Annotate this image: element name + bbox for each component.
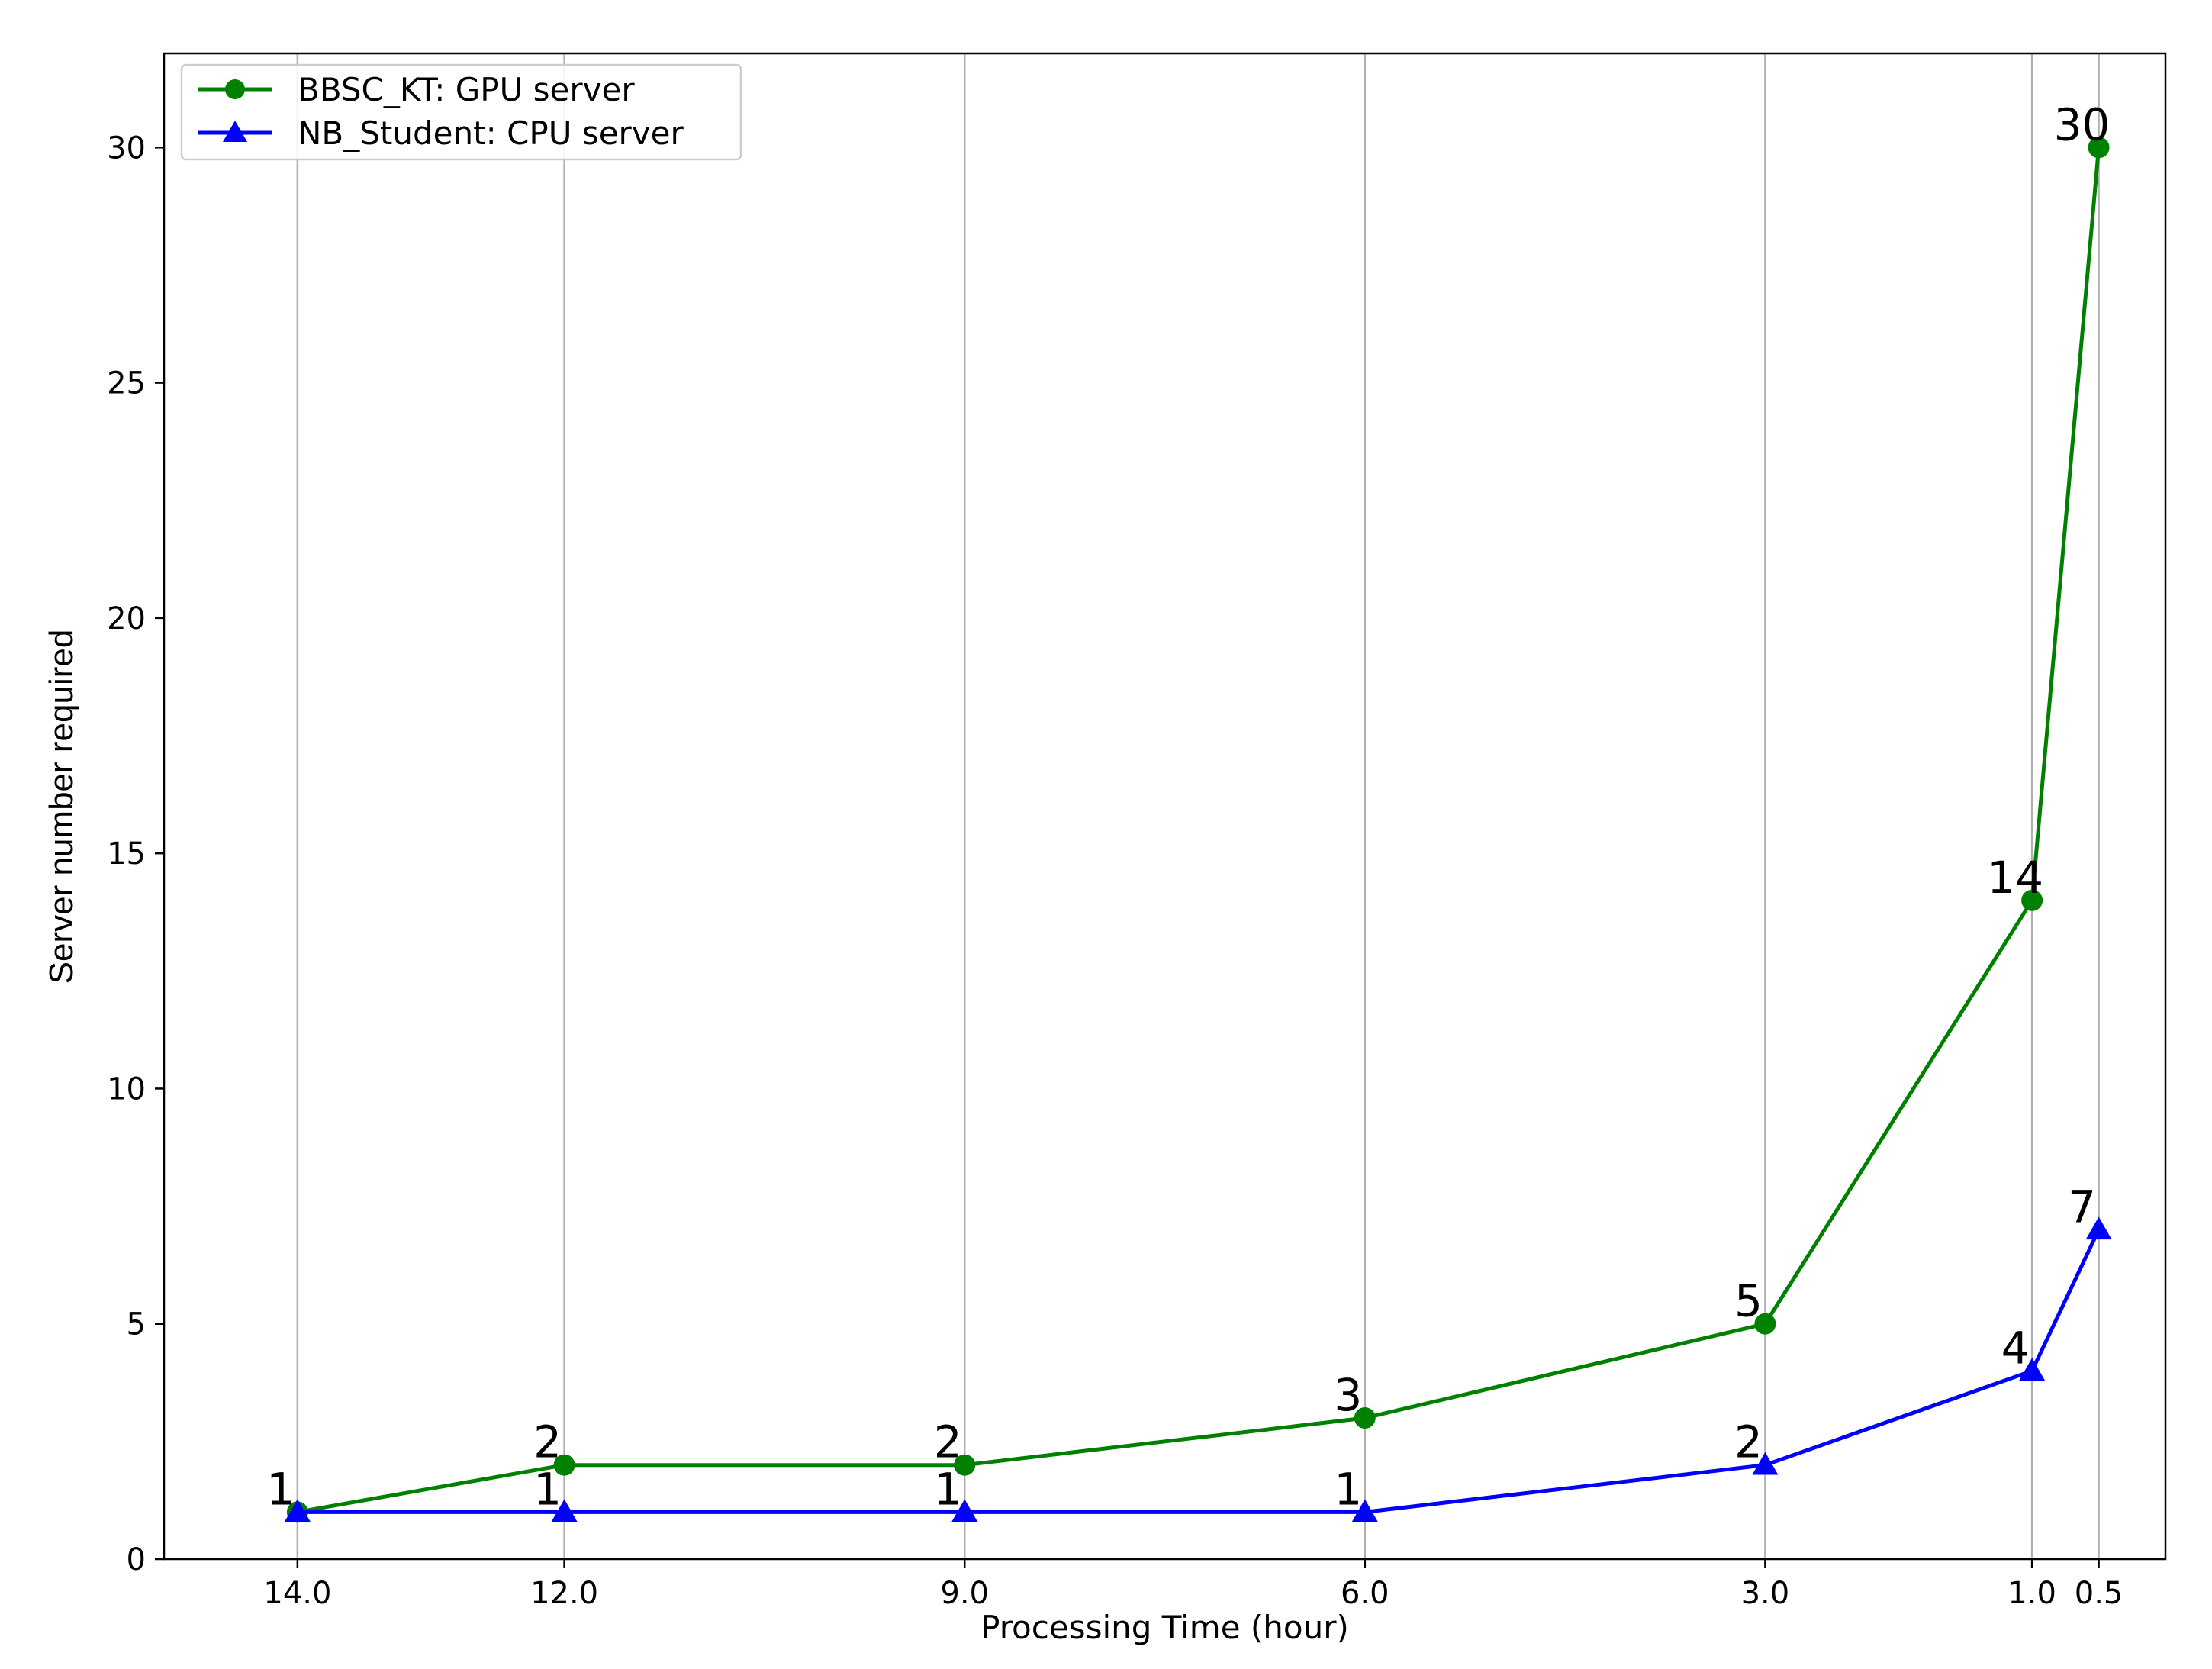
data-label: 5 bbox=[1734, 1275, 1763, 1327]
x-tick-label: 0.5 bbox=[2075, 1576, 2123, 1611]
grid-layer bbox=[296, 53, 2100, 1559]
x-axis: 14.0 12.0 9.0 6.0 3.0 1.0 0.5 bbox=[263, 1559, 2123, 1611]
y-axis-title: Server number required bbox=[43, 630, 80, 984]
x-tick-label: 12.0 bbox=[530, 1576, 598, 1611]
data-point bbox=[551, 1499, 578, 1522]
data-label: 1 bbox=[1334, 1463, 1362, 1515]
data-label: 1 bbox=[266, 1463, 295, 1515]
legend: BBSC_KT: GPU server NB_Student: CPU serve… bbox=[180, 63, 742, 161]
y-tick-label: 10 bbox=[107, 1071, 146, 1107]
y-tick-label: 5 bbox=[127, 1307, 146, 1342]
series-line bbox=[297, 147, 2101, 1514]
x-tick-label: 14.0 bbox=[263, 1576, 331, 1611]
data-point bbox=[2085, 1216, 2112, 1240]
data-point bbox=[2019, 1358, 2046, 1381]
data-label: 14 bbox=[1987, 852, 2043, 904]
data-label: 1 bbox=[533, 1463, 562, 1515]
x-tick-label: 9.0 bbox=[940, 1576, 989, 1611]
x-tick-label: 3.0 bbox=[1741, 1576, 1790, 1611]
data-label: 7 bbox=[2068, 1181, 2096, 1232]
legend-label: NB_Student: CPU server bbox=[298, 114, 684, 152]
data-point bbox=[954, 1454, 976, 1476]
data-point bbox=[2088, 137, 2110, 159]
data-point bbox=[553, 1454, 575, 1476]
x-tick-label: 1.0 bbox=[2008, 1576, 2056, 1611]
data-point bbox=[2021, 889, 2043, 911]
data-point bbox=[1354, 1407, 1376, 1429]
legend-marker bbox=[225, 79, 245, 99]
data-label: 1 bbox=[934, 1463, 962, 1515]
y-tick-label: 20 bbox=[107, 601, 146, 636]
y-axis: 0 5 10 15 20 25 30 bbox=[107, 130, 164, 1577]
legend-box bbox=[180, 63, 742, 161]
plot-frame bbox=[163, 52, 2167, 1561]
data-point bbox=[1752, 1452, 1779, 1475]
series-layer bbox=[284, 137, 2112, 1523]
data-label: 1 bbox=[266, 1463, 295, 1515]
y-tick-label: 30 bbox=[107, 130, 146, 166]
x-tick-label: 6.0 bbox=[1341, 1576, 1389, 1611]
y-tick-label: 15 bbox=[107, 836, 146, 872]
y-tick-label: 25 bbox=[107, 366, 146, 401]
x-axis-title: Processing Time (hour) bbox=[980, 1609, 1349, 1646]
data-label: 30 bbox=[2054, 98, 2111, 150]
data-label: 2 bbox=[934, 1416, 962, 1468]
data-point bbox=[1351, 1499, 1378, 1522]
y-tick-label: 0 bbox=[127, 1542, 146, 1577]
data-point bbox=[951, 1499, 978, 1522]
data-point bbox=[284, 1499, 311, 1522]
legend-marker bbox=[223, 121, 247, 142]
data-point bbox=[1754, 1313, 1776, 1335]
legend-label: BBSC_KT: GPU server bbox=[298, 71, 635, 108]
data-label: 4 bbox=[2001, 1322, 2030, 1374]
data-label: 3 bbox=[1334, 1369, 1362, 1421]
data-label: 2 bbox=[533, 1416, 562, 1468]
data-label: 2 bbox=[1734, 1416, 1763, 1468]
